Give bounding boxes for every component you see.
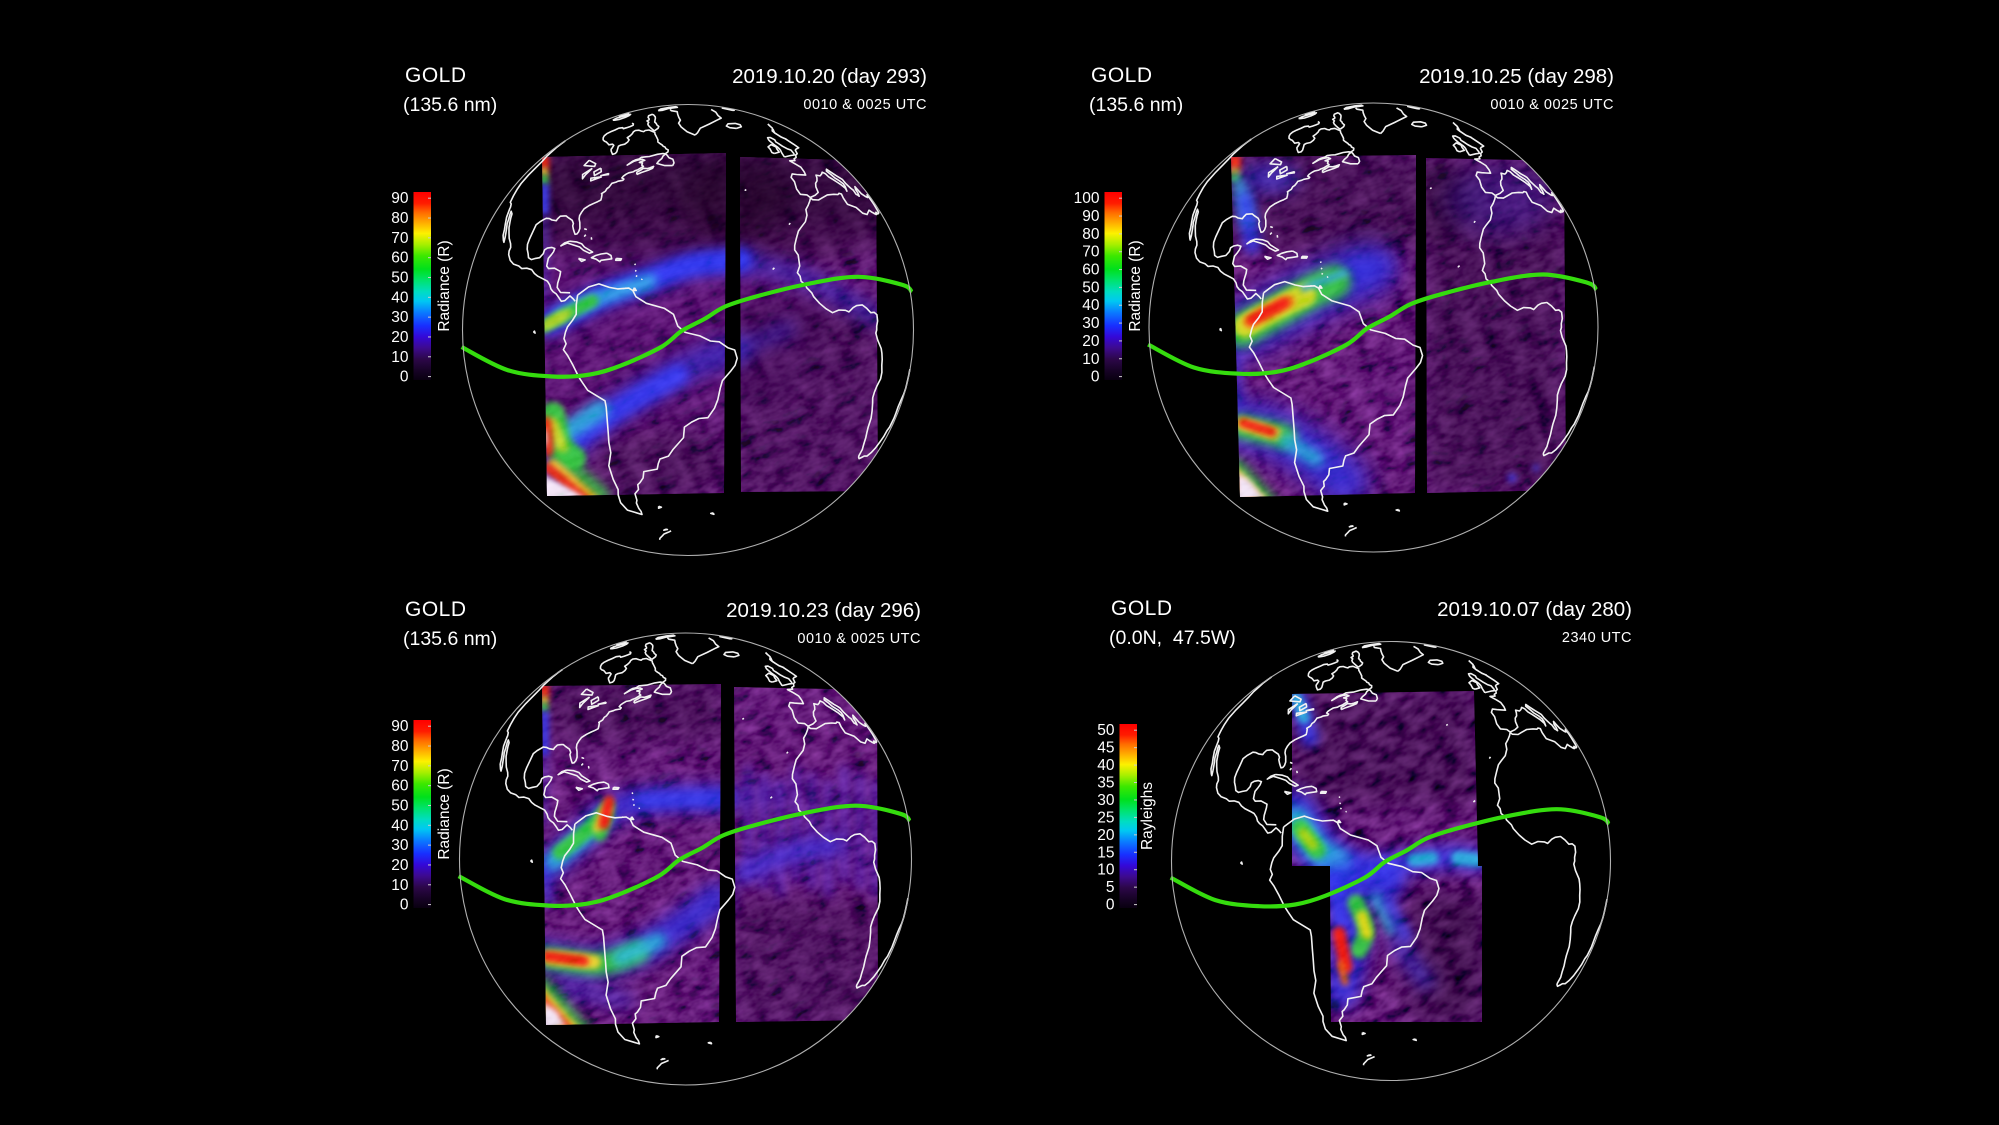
svg-text:10: 10	[391, 877, 409, 894]
svg-text:10: 10	[1097, 862, 1115, 879]
svg-text:100: 100	[1074, 190, 1100, 207]
svg-text:40: 40	[1082, 297, 1100, 314]
svg-text:GOLD: GOLD	[405, 64, 467, 87]
svg-text:2340 UTC: 2340 UTC	[1562, 630, 1632, 646]
svg-text:30: 30	[391, 837, 409, 854]
svg-text:2019.10.23 (day 296): 2019.10.23 (day 296)	[726, 599, 921, 622]
svg-text:Radiance (R): Radiance (R)	[1127, 240, 1144, 331]
svg-text:35: 35	[1097, 775, 1114, 792]
svg-text:90: 90	[391, 190, 409, 207]
svg-text:0010 & 0025 UTC: 0010 & 0025 UTC	[797, 631, 921, 647]
svg-text:20: 20	[1097, 827, 1115, 844]
svg-text:20: 20	[391, 857, 409, 874]
svg-text:0: 0	[400, 369, 409, 386]
svg-text:90: 90	[391, 718, 409, 735]
svg-text:90: 90	[1082, 208, 1100, 225]
svg-text:30: 30	[1097, 792, 1115, 809]
svg-text:80: 80	[391, 210, 409, 227]
svg-text:20: 20	[1082, 333, 1100, 350]
svg-text:2019.10.20 (day 293): 2019.10.20 (day 293)	[732, 65, 927, 88]
svg-text:Radiance (R): Radiance (R)	[436, 768, 453, 859]
svg-text:60: 60	[391, 250, 409, 267]
svg-text:70: 70	[391, 758, 409, 775]
svg-text:40: 40	[391, 817, 409, 834]
svg-text:60: 60	[1082, 262, 1100, 279]
svg-text:5: 5	[1106, 879, 1115, 896]
svg-text:2019.10.25 (day 298): 2019.10.25 (day 298)	[1419, 65, 1614, 88]
svg-text:30: 30	[1082, 315, 1100, 332]
svg-text:70: 70	[391, 230, 409, 247]
svg-text:GOLD: GOLD	[1111, 597, 1173, 620]
svg-text:(135.6 nm): (135.6 nm)	[1089, 94, 1183, 116]
svg-text:50: 50	[1082, 279, 1100, 296]
svg-text:GOLD: GOLD	[405, 598, 467, 621]
svg-text:Rayleighs: Rayleighs	[1139, 782, 1156, 850]
svg-text:Radiance (R): Radiance (R)	[436, 240, 453, 331]
svg-text:(0.0N, 47.5W): (0.0N, 47.5W)	[1109, 627, 1236, 649]
svg-text:0: 0	[400, 897, 409, 914]
svg-text:2019.10.07 (day 280): 2019.10.07 (day 280)	[1437, 598, 1632, 621]
svg-text:40: 40	[391, 289, 409, 306]
svg-text:70: 70	[1082, 244, 1100, 261]
svg-text:0: 0	[1091, 369, 1100, 386]
svg-text:10: 10	[1082, 351, 1100, 368]
svg-text:50: 50	[1097, 722, 1115, 739]
svg-text:30: 30	[391, 309, 409, 326]
svg-text:60: 60	[391, 778, 409, 795]
svg-text:10: 10	[391, 349, 409, 366]
svg-text:0010 & 0025 UTC: 0010 & 0025 UTC	[803, 97, 927, 113]
svg-text:(135.6 nm): (135.6 nm)	[403, 94, 497, 116]
svg-text:50: 50	[391, 269, 409, 286]
svg-text:25: 25	[1097, 809, 1114, 826]
svg-text:15: 15	[1097, 844, 1114, 861]
svg-text:50: 50	[391, 797, 409, 814]
svg-text:(135.6 nm): (135.6 nm)	[403, 628, 497, 650]
svg-text:0010 & 0025 UTC: 0010 & 0025 UTC	[1490, 97, 1614, 113]
svg-text:80: 80	[391, 738, 409, 755]
svg-text:GOLD: GOLD	[1091, 64, 1153, 87]
svg-text:80: 80	[1082, 226, 1100, 243]
svg-text:40: 40	[1097, 757, 1115, 774]
svg-text:0: 0	[1106, 897, 1115, 914]
svg-text:20: 20	[391, 329, 409, 346]
svg-text:45: 45	[1097, 740, 1114, 757]
